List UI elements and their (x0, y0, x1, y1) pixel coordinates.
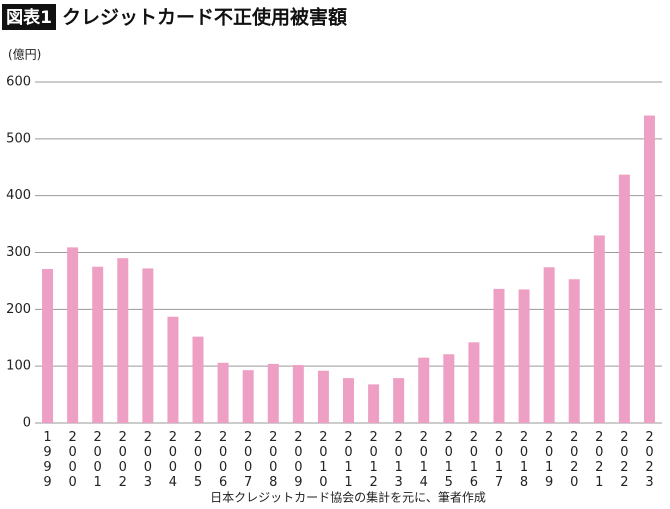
bar (242, 370, 254, 423)
x-tick-label: 2008 (266, 430, 281, 490)
x-tick-label: 2004 (165, 430, 180, 490)
x-tick-label: 2005 (191, 430, 206, 490)
source: 日本クレジットカード協会の集計を元に、筆者作成 (210, 490, 486, 505)
x-tick-label: 2010 (316, 430, 331, 490)
y-tick-label: 100 (6, 359, 31, 374)
x-tick-label: 2013 (391, 430, 406, 490)
x-tick-label: 2019 (542, 430, 557, 490)
chart-title: クレジットカード不正使用被害額 (62, 6, 347, 29)
bar (593, 235, 605, 423)
x-tick-label: 2009 (291, 430, 306, 490)
x-tick-label: 2014 (416, 430, 431, 490)
bar (418, 357, 430, 423)
bar (543, 267, 555, 423)
x-tick-label: 2006 (216, 430, 231, 490)
x-tick-label: 2001 (90, 430, 105, 490)
x-tick-label: 2012 (366, 430, 381, 490)
bar (518, 289, 530, 423)
x-tick-label: 2022 (617, 430, 632, 490)
y-tick-label: 600 (6, 75, 31, 90)
y-tick-label: 500 (6, 131, 31, 146)
bar (92, 266, 104, 423)
bar (42, 268, 54, 423)
y-tick-label: 300 (6, 245, 31, 260)
bar (643, 115, 655, 423)
bar (368, 384, 380, 423)
bar (468, 342, 480, 423)
badge-box (2, 4, 56, 30)
bar (217, 362, 229, 423)
badge: 図表1 (6, 7, 52, 28)
x-tick-label: 2002 (115, 430, 130, 490)
x-tick-label: 2007 (241, 430, 256, 490)
x-tick-label: 2023 (642, 430, 657, 490)
x-tick-label: 1999 (40, 430, 55, 490)
x-tick-label: 2021 (592, 430, 607, 490)
y-tick-label: 200 (6, 302, 31, 317)
bar (192, 336, 204, 423)
bar (443, 354, 455, 423)
x-tick-label: 2018 (517, 430, 532, 490)
bar (493, 288, 505, 423)
bar (393, 378, 405, 423)
x-tick-label: 2011 (341, 430, 356, 490)
bar (142, 268, 154, 423)
bar (568, 279, 580, 423)
bar (117, 258, 129, 423)
y-tick-label: 400 (6, 188, 31, 203)
x-tick-label: 2003 (140, 430, 155, 490)
bar (167, 316, 179, 423)
bar (67, 247, 79, 423)
y-tick-label: 0 (23, 416, 31, 431)
bar (618, 174, 630, 423)
bar (292, 365, 304, 423)
bar (343, 378, 354, 423)
x-tick-label: 2017 (491, 430, 506, 490)
x-tick-label: 2020 (567, 430, 582, 490)
x-tick-label: 2015 (441, 430, 456, 490)
unit-label: (億円) (8, 48, 41, 62)
bar (267, 363, 279, 423)
x-tick-label: 2000 (65, 430, 80, 490)
x-tick-label: 2016 (466, 430, 481, 490)
bar (317, 370, 329, 423)
